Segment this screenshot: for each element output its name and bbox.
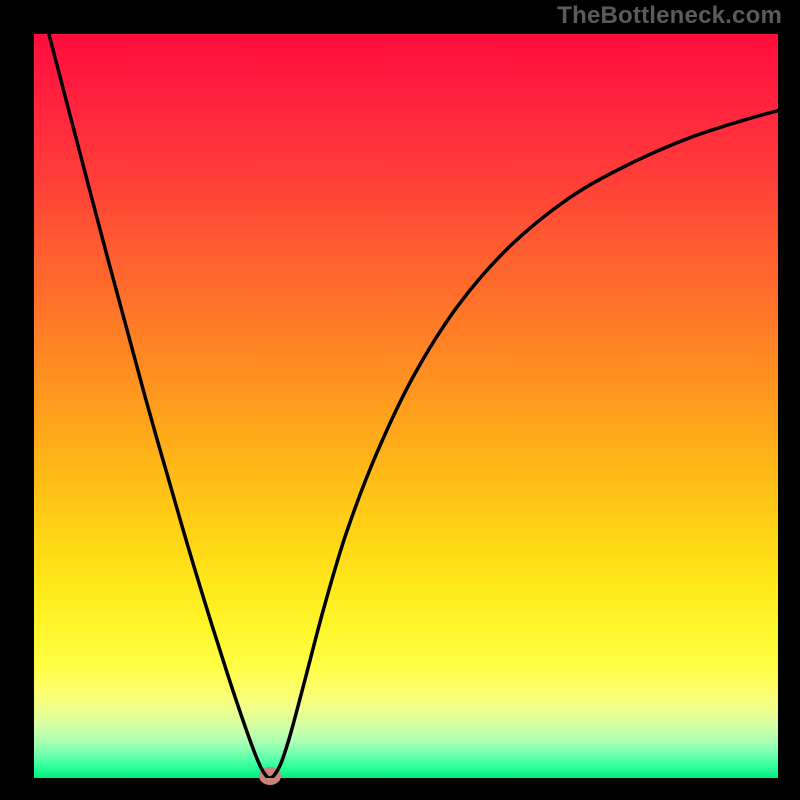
- plot-area: [34, 34, 778, 778]
- bottleneck-curve: [34, 34, 778, 778]
- canvas: TheBottleneck.com: [0, 0, 800, 800]
- watermark-text: TheBottleneck.com: [557, 2, 782, 30]
